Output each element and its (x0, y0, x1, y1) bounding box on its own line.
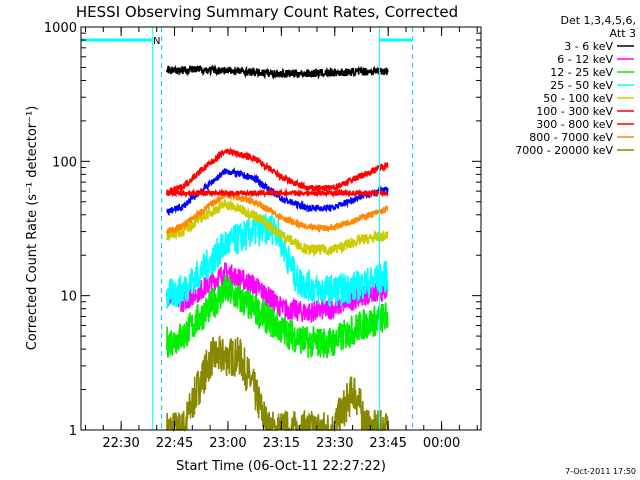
x-axis-label: Start Time (06-Oct-11 22:27:22) (176, 459, 386, 474)
legend-label-8: 7000 - 20000 keV (515, 144, 613, 157)
axes: 1000 100 10 1 22:30 22:45 23:00 23:15 23:30 23:45… (44, 21, 481, 451)
x-tick-label-2: 23:00 (209, 436, 246, 451)
y-tick-label-3: 1 (69, 424, 77, 439)
legend-label-4: 50 - 100 keV (543, 92, 613, 105)
series-line-7 (166, 189, 389, 236)
plot-frame (80, 26, 482, 431)
legend-label-5: 100 - 300 keV (536, 105, 613, 118)
legend-label-1: 6 - 12 keV (557, 53, 613, 66)
x-tick-label-3: 23:15 (263, 436, 300, 451)
legend-header-line-2: Att 3 (610, 27, 636, 40)
y-axis-label: Corrected Count Rate (s⁻¹ detector⁻¹) (25, 106, 40, 351)
plot-area (81, 27, 414, 433)
y-tick-label-2: 10 (60, 290, 77, 305)
series-line-1 (166, 262, 389, 323)
legend-label-7: 800 - 7000 keV (529, 131, 613, 144)
legend-label-6: 300 - 800 keV (536, 118, 613, 131)
legend-label-2: 12 - 25 keV (550, 66, 613, 79)
y-tick-label-0: 1000 (44, 21, 77, 36)
series-line-8 (166, 335, 389, 433)
legend-header-line-1: Det 1,3,4,5,6, (560, 14, 636, 27)
series-line-0 (166, 63, 389, 80)
flag-label: N (153, 36, 160, 47)
series-line-4 (166, 198, 389, 258)
legend-label-3: 25 - 50 keV (550, 79, 613, 92)
x-tick-label-6: 00:00 (423, 436, 460, 451)
chart-title: HESSI Observing Summary Count Rates, Cor… (76, 3, 458, 21)
y-tick-label-1: 100 (52, 155, 77, 170)
legend-label-0: 3 - 6 keV (564, 40, 613, 53)
footer-timestamp: 7-Oct-2011 17:50 (565, 467, 636, 476)
x-tick-label-5: 23:45 (369, 436, 406, 451)
x-tick-label-1: 22:45 (156, 436, 193, 451)
series-line-3 (166, 213, 389, 309)
x-tick-label-4: 23:30 (316, 436, 353, 451)
series-line-6 (166, 187, 389, 199)
x-tick-label-0: 22:30 (102, 436, 139, 451)
series-line-5 (166, 146, 389, 196)
series-line-2 (166, 275, 389, 359)
